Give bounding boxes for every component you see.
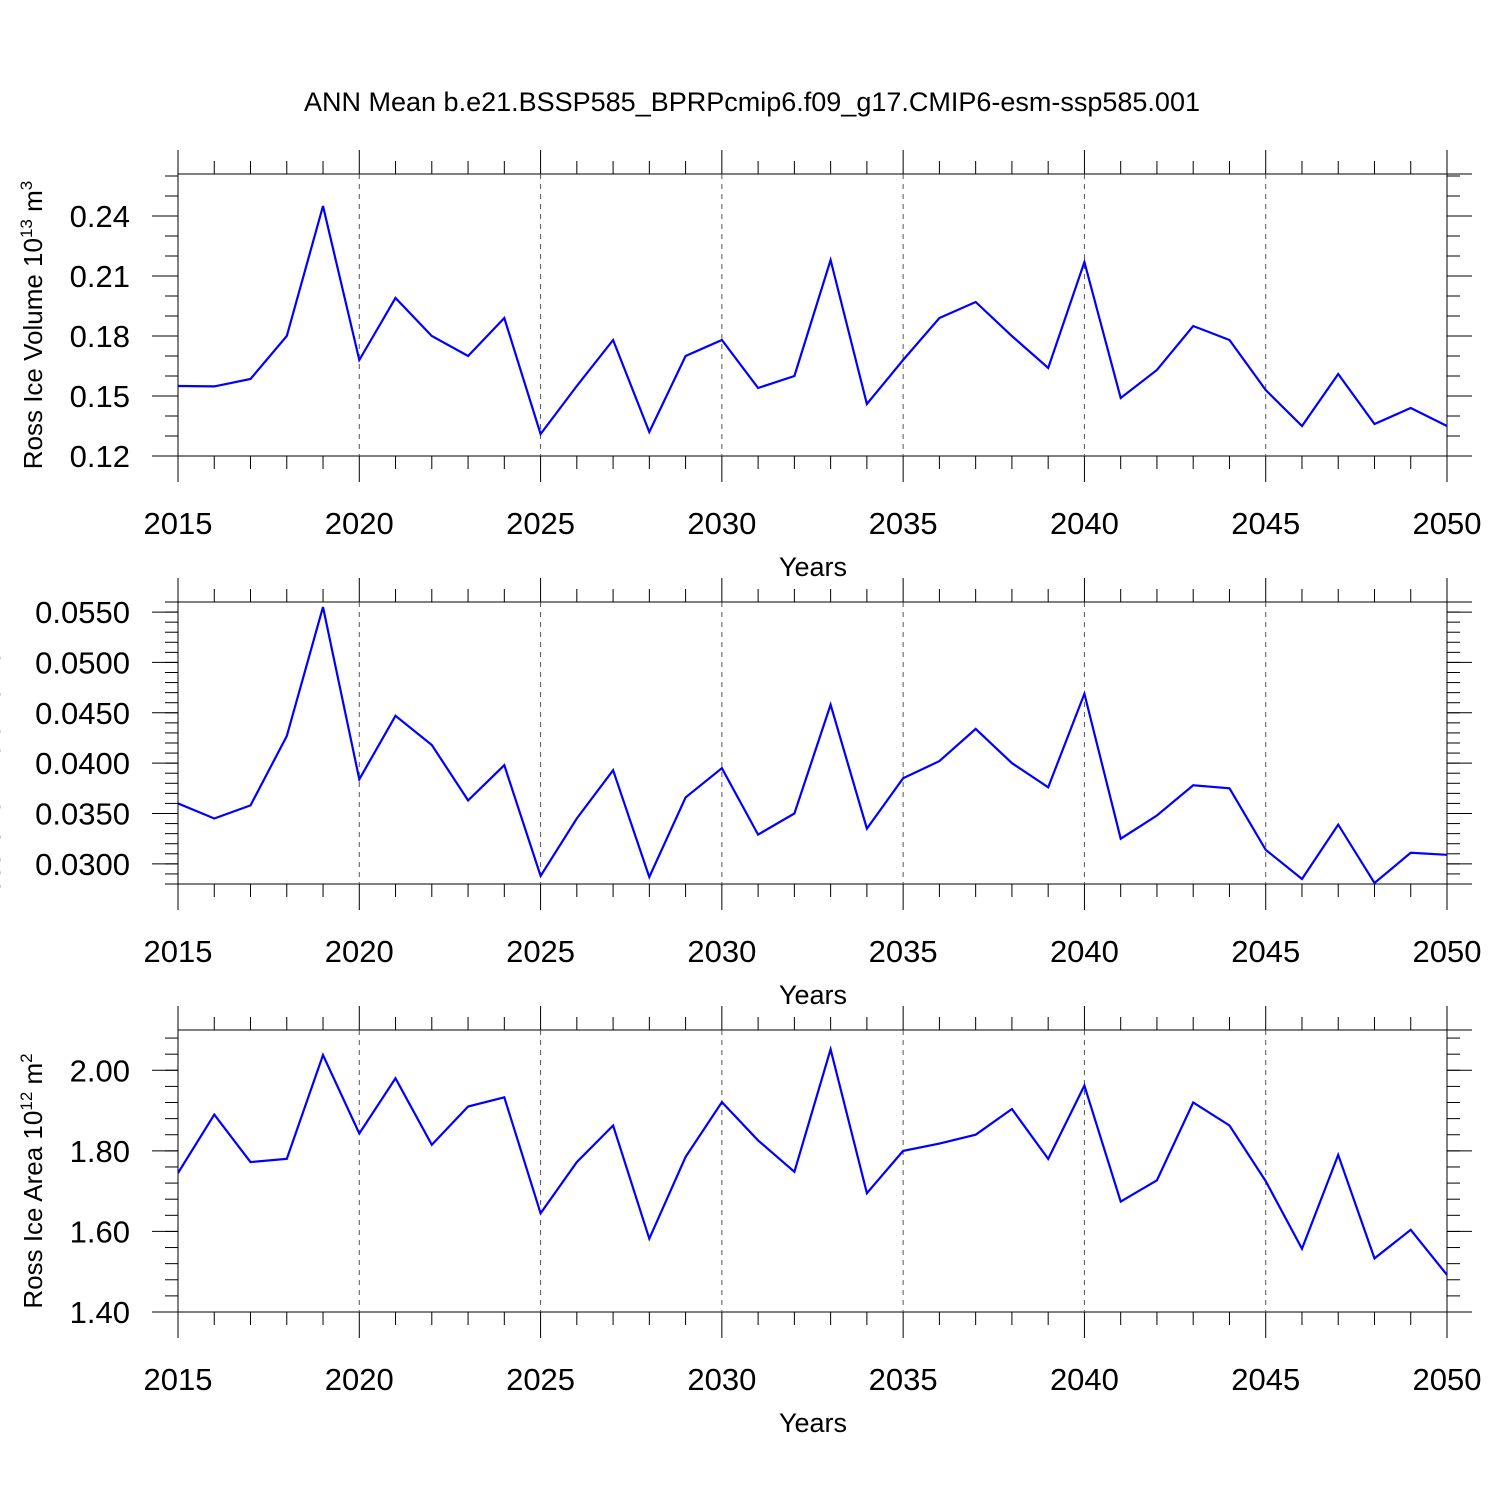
y-tick-label: 0.0350 — [35, 797, 130, 832]
y-tick-label: 1.80 — [70, 1134, 130, 1169]
x-axis-label: Years — [779, 552, 847, 582]
y-tick-label: 2.00 — [70, 1053, 130, 1088]
x-axis-label: Years — [779, 1408, 847, 1438]
y-axis-label-main: Ross Ice Volume 10 — [18, 238, 48, 469]
y-axis-label-exp: 13 — [17, 219, 36, 238]
y-axis-label-exp: 12 — [17, 1092, 36, 1111]
y-tick-label: 0.21 — [70, 259, 130, 294]
x-tick-label: 2020 — [325, 1362, 394, 1397]
y-tick-label: 0.18 — [70, 319, 130, 354]
y-axis-label: Ross Ice Volume 1013 m3 — [17, 181, 48, 470]
x-tick-label: 2030 — [687, 934, 756, 969]
x-tick-label: 2045 — [1231, 934, 1300, 969]
x-tick-label: 2025 — [506, 506, 575, 541]
series-line — [178, 1045, 1448, 1276]
x-tick-label: 2020 — [325, 506, 394, 541]
y-axis-label: Ross Ice Area 1012 m2 — [17, 1053, 48, 1308]
x-tick-label: 2040 — [1050, 506, 1119, 541]
x-tick-label: 2015 — [144, 1362, 213, 1397]
y-tick-label: 0.0450 — [35, 696, 130, 731]
y-tick-label: 0.15 — [70, 379, 130, 414]
x-tick-label: 2050 — [1413, 506, 1482, 541]
x-tick-label: 2050 — [1413, 934, 1482, 969]
x-tick-label: 2050 — [1413, 1362, 1482, 1397]
chart-title: ANN Mean b.e21.BSSP585_BPRPcmip6.f09_g17… — [304, 87, 1200, 117]
x-tick-label: 2015 — [144, 934, 213, 969]
x-tick-label: 2030 — [687, 1362, 756, 1397]
y-axis-label-unit-exp: 3 — [17, 181, 36, 190]
x-tick-label: 2040 — [1050, 934, 1119, 969]
series-line — [178, 205, 1448, 437]
panel-3: 1.40 1.60 1.80 2.00 2015 2020 2025 2030 2035 2040… — [17, 1006, 1481, 1438]
series-line — [178, 606, 1448, 885]
y-tick-label: 0.0550 — [35, 595, 130, 630]
x-axis-label: Years — [779, 980, 847, 1010]
y-axis-label-unit: m — [18, 190, 48, 219]
y-axis-label-main: Ross Snow Volume 10 — [0, 651, 6, 913]
y-tick-label: 1.40 — [70, 1295, 130, 1330]
x-tick-label: 2025 — [506, 934, 575, 969]
y-axis-label: Ross Snow Volume 1013 m3 — [0, 594, 6, 913]
y-axis-label-unit: m — [0, 603, 6, 632]
x-tick-label: 2020 — [325, 934, 394, 969]
y-tick-label: 0.12 — [70, 439, 130, 474]
y-axis-label-unit-exp: 2 — [17, 1053, 36, 1062]
panel-1: 0.12 0.15 0.18 0.21 0.24 2015 2020 2025 2030 2035… — [17, 150, 1481, 582]
y-tick-label: 0.0500 — [35, 645, 130, 680]
panel-2: 0.0300 0.0350 0.0400 0.0450 0.0500 0.0550 2015… — [0, 578, 1481, 1010]
x-tick-label: 2045 — [1231, 1362, 1300, 1397]
x-tick-label: 2035 — [869, 506, 938, 541]
y-tick-label: 0.0300 — [35, 847, 130, 882]
y-axis-label-unit: m — [18, 1063, 48, 1092]
x-tick-label: 2015 — [144, 506, 213, 541]
x-tick-label: 2025 — [506, 1362, 575, 1397]
x-tick-label: 2040 — [1050, 1362, 1119, 1397]
y-tick-label: 1.60 — [70, 1214, 130, 1249]
x-tick-label: 2030 — [687, 506, 756, 541]
x-tick-label: 2035 — [869, 1362, 938, 1397]
y-tick-label: 0.24 — [70, 199, 130, 234]
y-axis-label-main: Ross Ice Area 10 — [18, 1111, 48, 1309]
y-tick-label: 0.0400 — [35, 746, 130, 781]
x-tick-label: 2045 — [1231, 506, 1300, 541]
x-tick-label: 2035 — [869, 934, 938, 969]
